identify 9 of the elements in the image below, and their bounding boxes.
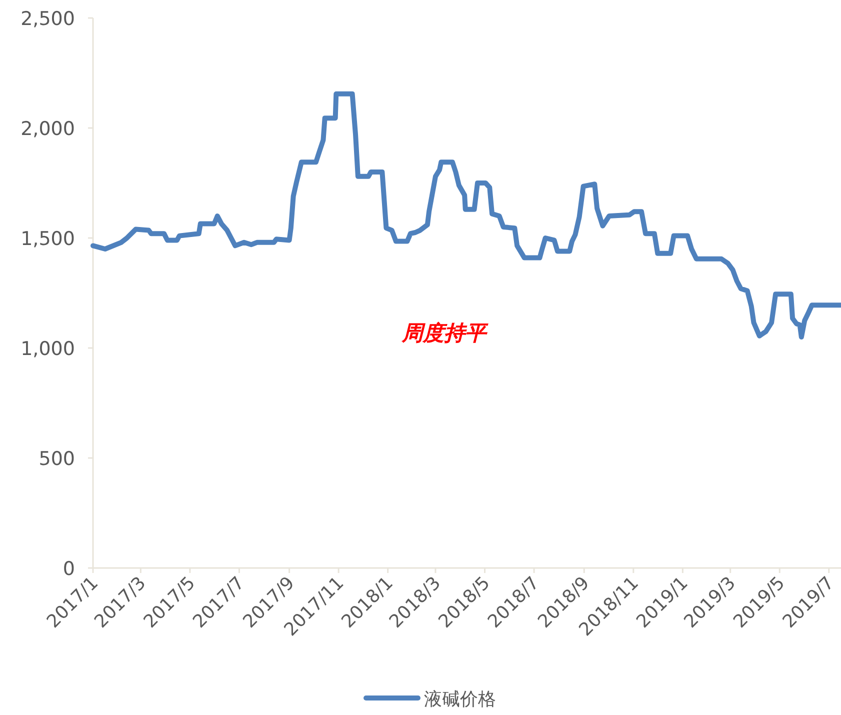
- y-tick-label: 1,000: [20, 338, 75, 360]
- y-tick-label: 2,000: [20, 118, 75, 140]
- y-tick-label: 0: [62, 558, 75, 580]
- annotation: 周度持平: [401, 321, 489, 345]
- y-tick-label: 500: [38, 448, 75, 470]
- y-tick-label: 1,500: [20, 228, 75, 250]
- legend: 液碱价格: [364, 689, 496, 710]
- y-tick-label: 2,500: [20, 8, 75, 30]
- legend-label: 液碱价格: [424, 689, 496, 710]
